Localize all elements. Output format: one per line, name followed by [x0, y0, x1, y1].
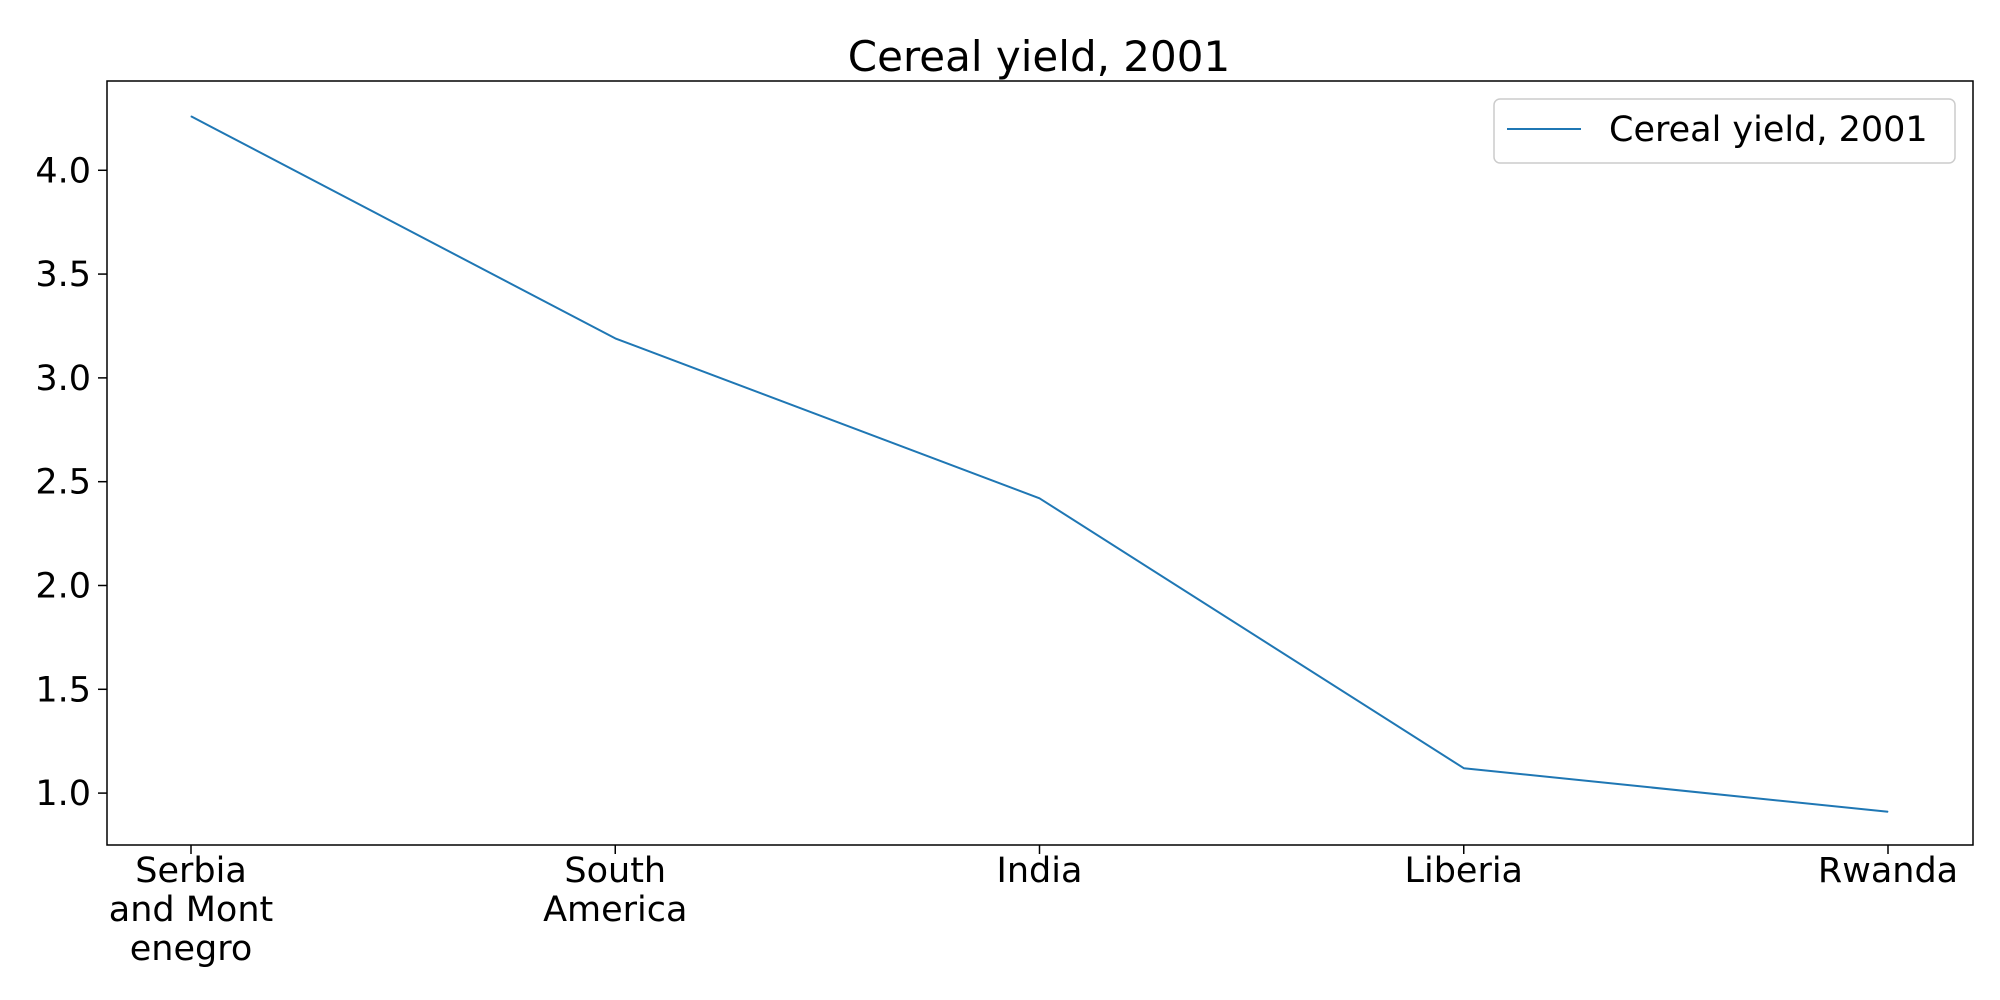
- x-tick-label: Rwanda: [1818, 851, 1958, 891]
- y-tick-label: 1.5: [35, 670, 91, 710]
- x-tick-label: Serbia and Mont enegro: [109, 851, 274, 969]
- data-point: [614, 337, 616, 339]
- y-tick-label: 3.0: [35, 359, 91, 399]
- legend-label: Cereal yield, 2001: [1609, 110, 1928, 150]
- data-point: [190, 115, 192, 117]
- series-line: [190, 115, 1889, 813]
- series-layer: [190, 115, 1889, 813]
- plot-area: [106, 80, 1974, 846]
- x-tick-label: South America: [543, 851, 687, 930]
- x-axis: Serbia and Mont enegro South America India Lib…: [109, 845, 1958, 969]
- y-axis: 1.0 1.5 2.0 2.5 3.0 3.5 4.0: [35, 151, 107, 814]
- y-tick-label: 3.5: [35, 255, 91, 295]
- y-tick-label: 2.0: [35, 566, 91, 606]
- data-point: [1463, 767, 1465, 769]
- data-point: [1887, 811, 1889, 813]
- data-point: [1039, 497, 1040, 499]
- x-tick-label: India: [997, 851, 1083, 891]
- chart-title: Cereal yield, 2001: [848, 32, 1230, 81]
- y-tick-label: 1.0: [35, 774, 91, 814]
- y-tick-label: 2.5: [35, 463, 91, 503]
- y-tick-label: 4.0: [35, 151, 91, 191]
- legend-box: [1493, 98, 1956, 164]
- x-tick-label: Liberia: [1404, 851, 1523, 891]
- legend: Cereal yield, 2001: [1493, 98, 1956, 164]
